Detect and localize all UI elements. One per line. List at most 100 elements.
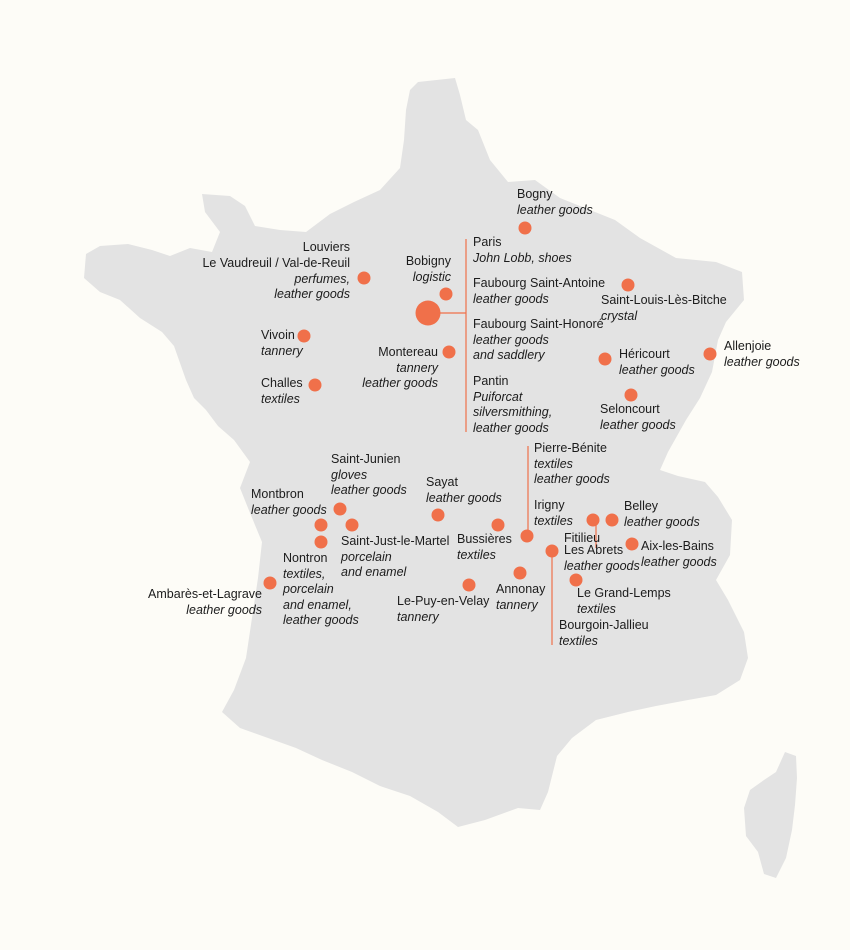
- location-activity: textiles: [534, 456, 573, 471]
- location-name: Bobigny: [405, 254, 451, 268]
- label-belley: Belley leather goods: [624, 499, 700, 530]
- location-activity: leather goods: [619, 362, 695, 377]
- location-activity: gloves: [331, 467, 368, 482]
- location-name: Paris: [473, 235, 502, 249]
- location-activity: and saddlery: [473, 348, 545, 362]
- label-nontron: Nontron textiles, porcelain and enamel, leat…: [283, 551, 359, 629]
- location-activity: leather goods: [600, 417, 676, 432]
- site-marker: [569, 573, 583, 587]
- location-name: Sayat: [426, 475, 458, 489]
- site-marker: [297, 329, 311, 343]
- mainland-france-shape: [84, 78, 748, 827]
- location-name: Bogny: [517, 187, 553, 201]
- location-name: Ambarès-et-Lagrave: [148, 587, 262, 601]
- site-marker: [462, 578, 476, 592]
- location-activity: leather goods: [534, 472, 610, 486]
- corsica-shape: [744, 752, 797, 878]
- site-marker: [625, 537, 639, 551]
- location-name: Montereau: [378, 345, 438, 359]
- site-marker: [605, 513, 619, 527]
- label-bussieres: Bussières textiles: [457, 532, 512, 563]
- site-marker: [415, 300, 441, 326]
- location-activity: textiles: [457, 547, 496, 562]
- site-marker: [624, 388, 638, 402]
- location-activity: porcelain: [283, 582, 334, 596]
- location-name: Pantin: [473, 374, 509, 388]
- label-fitilieu: Fitilieu: [564, 531, 600, 547]
- location-activity: logistic: [412, 269, 451, 284]
- label-vaudreuil: Le Vaudreuil / Val-de-Reuil perfumes, leat…: [202, 256, 350, 303]
- location-activity: leather goods: [426, 490, 502, 505]
- label-faubourg-saint-honore: Faubourg Saint-Honoré leather goods and sa…: [473, 317, 604, 364]
- location-activity: tannery: [261, 343, 303, 358]
- label-sayat: Sayat leather goods: [426, 475, 502, 506]
- location-name: Challes: [261, 376, 303, 390]
- label-bogny: Bogny leather goods: [517, 187, 593, 218]
- site-markers: [263, 221, 717, 592]
- location-name: Irigny: [534, 498, 565, 512]
- location-name: Vivoin: [261, 328, 295, 342]
- location-name: Bourgoin-Jallieu: [559, 618, 649, 632]
- location-name: Faubourg Saint-Honoré: [473, 317, 604, 331]
- site-marker: [333, 502, 347, 516]
- location-name: Annonay: [496, 582, 546, 596]
- location-name: Saint-Junien: [331, 452, 401, 466]
- location-activity: Puiforcat: [473, 389, 523, 404]
- site-marker: [621, 278, 635, 292]
- label-saint-just: Saint-Just-le-Martel porcelain and enamel: [341, 534, 449, 581]
- location-name: Saint-Louis-Lès-Bitche: [601, 293, 727, 307]
- label-montbron: Montbron leather goods: [251, 487, 327, 518]
- location-name: Nontron: [283, 551, 328, 565]
- label-bobigny: Bobigny logistic: [406, 254, 451, 285]
- label-pierre-benite: Pierre-Bénite textiles leather goods: [534, 441, 610, 488]
- site-marker: [513, 566, 527, 580]
- location-activity: leather goods: [331, 483, 407, 497]
- location-name: Pierre-Bénite: [534, 441, 607, 455]
- location-activity: textiles: [261, 391, 300, 406]
- label-saint-junien: Saint-Junien gloves leather goods: [331, 452, 407, 499]
- location-name: Bussières: [457, 532, 512, 546]
- label-saint-louis: Saint-Louis-Lès-Bitche crystal: [601, 293, 727, 324]
- label-aix: Aix-les-Bains leather goods: [641, 539, 717, 570]
- location-activity: leather goods: [724, 354, 800, 369]
- location-activity: leather goods: [564, 558, 640, 573]
- site-marker: [586, 513, 600, 527]
- label-hericourt: Héricourt leather goods: [619, 347, 695, 378]
- location-activity: leather goods: [473, 420, 549, 435]
- label-le-grand-lemps: Le Grand-Lemps textiles: [577, 586, 671, 617]
- site-marker: [520, 529, 534, 543]
- site-marker: [263, 576, 277, 590]
- label-allenjoie: Allenjoie leather goods: [724, 339, 800, 370]
- site-marker: [431, 508, 445, 522]
- location-activity: leather goods: [283, 613, 359, 627]
- location-name: Seloncourt: [600, 402, 660, 416]
- site-marker: [357, 271, 371, 285]
- location-name: Montbron: [251, 487, 304, 501]
- location-activity: silversmithing,: [473, 405, 553, 419]
- location-activity: leather goods: [473, 291, 549, 306]
- label-faubourg-saint-antoine: Faubourg Saint-Antoine leather goods: [473, 276, 605, 307]
- location-name: Belley: [624, 499, 659, 513]
- label-les-abrets: Les Abrets leather goods: [564, 543, 640, 574]
- label-pantin: Pantin Puiforcat silversmithing, leather go…: [473, 374, 552, 436]
- label-irigny: Irigny textiles: [534, 498, 573, 529]
- site-marker: [308, 378, 322, 392]
- location-name: Le Vaudreuil / Val-de-Reuil: [202, 256, 350, 270]
- site-marker: [314, 518, 328, 532]
- location-activity: textiles: [577, 601, 616, 616]
- label-vivoin: Vivoin tannery: [261, 328, 303, 359]
- site-marker: [491, 518, 505, 532]
- location-activity: tannery: [397, 609, 439, 624]
- site-marker: [442, 345, 456, 359]
- site-marker: [439, 287, 453, 301]
- location-name: Saint-Just-le-Martel: [341, 534, 450, 548]
- location-activity: leather goods: [624, 514, 700, 529]
- location-activity: John Lobb, shoes: [473, 250, 572, 265]
- location-activity: textiles,: [283, 566, 326, 581]
- label-paris: Paris John Lobb, shoes: [473, 235, 572, 266]
- location-activity: porcelain: [341, 549, 392, 564]
- location-activity: tannery: [396, 360, 438, 375]
- site-marker: [598, 352, 612, 366]
